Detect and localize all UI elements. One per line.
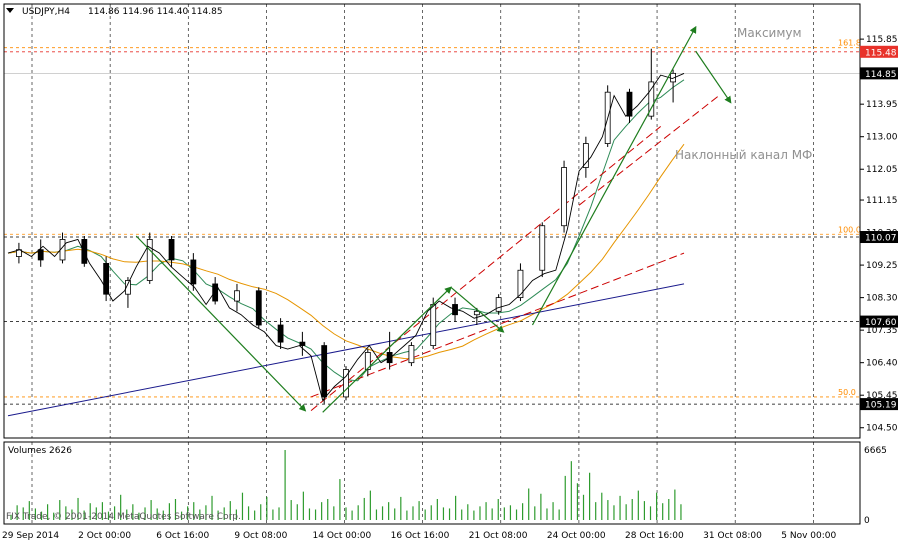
candle-body xyxy=(408,345,415,364)
moving-averages xyxy=(7,79,685,417)
trend-arrow xyxy=(450,286,505,333)
y-tick-label: 104.50 xyxy=(866,424,898,434)
menu-triangle-icon xyxy=(6,8,14,13)
x-tick-label: 28 Oct 16:00 xyxy=(625,531,684,541)
price-label-bg xyxy=(860,67,898,80)
y-tick-label: 109.25 xyxy=(866,261,898,271)
y-tick-label: 106.40 xyxy=(866,359,898,369)
y-tick-label: 115.85 xyxy=(866,35,898,45)
y-tick-label: 108.30 xyxy=(866,294,898,304)
x-tick-label: 6 Oct 16:00 xyxy=(156,531,209,541)
trend-arrows xyxy=(135,25,732,413)
candle-body xyxy=(81,239,88,264)
axes: 29 Sep 2014 2 Oct 00:00 6 Oct 16:00 9 Oct 0… xyxy=(2,3,898,541)
price-label: 107.60 xyxy=(865,318,897,328)
candle-body xyxy=(473,310,480,316)
candle-body xyxy=(626,91,633,117)
y-tick-label: 111.15 xyxy=(866,196,898,206)
channel-extension xyxy=(578,95,720,206)
price-label: 110.07 xyxy=(865,234,897,244)
volume-tick-zero: 0 xyxy=(864,516,870,526)
volumes-title: Volumes 2626 xyxy=(8,446,72,456)
x-tick-label: 14 Oct 00:00 xyxy=(313,531,372,541)
y-tick-label: 113.95 xyxy=(866,100,898,110)
y-tick-label: 113.00 xyxy=(866,133,898,143)
y-tick-label: 112.05 xyxy=(866,165,898,175)
trend-arrow xyxy=(322,286,452,413)
candle-body xyxy=(103,262,110,295)
annotation-maximum: Максимум xyxy=(737,26,802,40)
candle-body xyxy=(146,239,153,281)
volume-tick-max: 6665 xyxy=(864,446,887,456)
annotation-channel: Наклонный канал МФ xyxy=(675,148,812,162)
chart-symbol: USDJPY,H4 xyxy=(22,7,70,17)
ma-slow-line xyxy=(7,143,685,360)
candle-body xyxy=(517,269,524,299)
price-label: 115.48 xyxy=(865,48,897,58)
horizontal-levels: 161.8 100.0 50.0 xyxy=(4,39,861,405)
price-label-bg xyxy=(860,398,898,411)
close-path-line xyxy=(7,72,685,402)
price-label: 114.85 xyxy=(865,70,897,80)
ma-long-line xyxy=(7,283,685,417)
x-tick-label: 9 Oct 08:00 xyxy=(234,531,287,541)
candle-body xyxy=(277,324,284,343)
ma-fast-line xyxy=(7,79,685,382)
x-tick-label: 16 Oct 16:00 xyxy=(391,531,450,541)
chart-ohlc: 114.86 114.96 114.40 114.85 xyxy=(88,7,223,17)
candle-body xyxy=(255,290,262,326)
candle-body xyxy=(364,352,371,370)
volume-bars xyxy=(10,450,682,520)
candle-body xyxy=(582,143,589,168)
channel-lower xyxy=(310,252,685,398)
candle-body xyxy=(212,283,219,302)
candle-body xyxy=(234,290,240,302)
candle-body xyxy=(321,345,328,398)
trend-arrow xyxy=(695,50,732,104)
price-label-bg xyxy=(860,231,898,244)
x-tick-label: 31 Oct 08:00 xyxy=(703,531,762,541)
candle-body xyxy=(190,259,197,285)
main-frame xyxy=(3,3,861,439)
price-label-bg xyxy=(860,315,898,328)
x-tick-label: 21 Oct 08:00 xyxy=(469,531,528,541)
candle-body xyxy=(343,369,349,398)
y-tick-label: 107.35 xyxy=(866,326,898,336)
candle-body xyxy=(430,304,437,346)
fib-level-label: 100.0 xyxy=(838,225,861,234)
candle-body xyxy=(648,81,655,117)
grid xyxy=(31,4,814,524)
volume-frame xyxy=(3,441,861,525)
x-tick-label: 5 Nov 00:00 xyxy=(781,531,836,541)
candle-body xyxy=(495,297,502,312)
candle-body xyxy=(561,167,567,227)
x-tick-label: 2 Oct 00:00 xyxy=(78,531,131,541)
candle-body xyxy=(539,225,546,271)
fib-level-label: 161.8 xyxy=(838,39,861,48)
x-tick-label: 29 Sep 2014 xyxy=(2,531,59,541)
trend-arrow xyxy=(531,25,697,326)
fib-level-label: 50.0 xyxy=(838,388,856,397)
x-tick-label: 24 Oct 00:00 xyxy=(547,531,606,541)
candle-body xyxy=(125,280,131,295)
trend-arrow xyxy=(135,235,307,412)
channel-upper xyxy=(310,126,662,411)
copyright-text: FIX Trade, © 2001-2014 MetaQuotes Softwa… xyxy=(6,512,241,522)
price-label: 105.19 xyxy=(865,401,897,411)
candle-body xyxy=(37,249,44,261)
price-label-bg xyxy=(860,45,898,58)
y-tick-label: 105.45 xyxy=(866,391,898,401)
candle-body xyxy=(168,239,175,261)
candle-body xyxy=(299,341,306,346)
price-labels: 115.48 114.85 110.07 107.60 105.19 xyxy=(860,45,898,411)
